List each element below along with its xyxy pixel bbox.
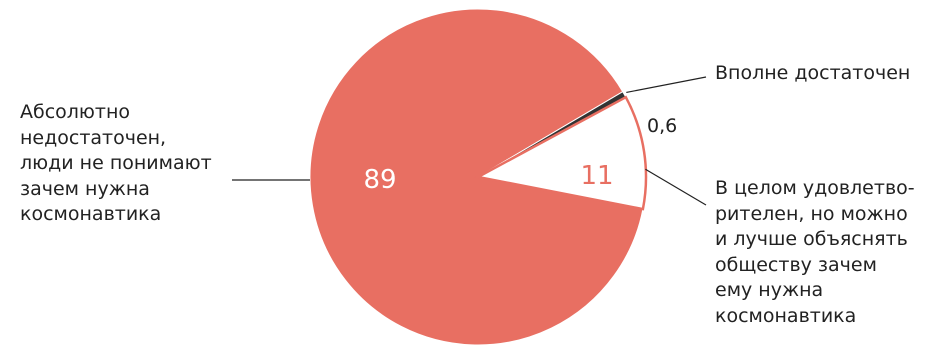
- slice-label-satisfactory: В целом удовлетво- рителен, но можно и л…: [715, 177, 915, 327]
- slice-value-insufficient: 89: [363, 165, 396, 195]
- leader-line-sufficient: [626, 76, 707, 94]
- slice-satisfactory: [474, 95, 648, 211]
- slice-value-sufficient: 0,6: [647, 115, 678, 137]
- slice-label-sufficient: Вполне достаточен: [715, 62, 911, 84]
- leader-line-satisfactory: [645, 168, 707, 206]
- slice-label-insufficient: Абсолютно недостаточен, люди не понимают…: [20, 101, 212, 225]
- slice-value-satisfactory: 11: [580, 161, 613, 191]
